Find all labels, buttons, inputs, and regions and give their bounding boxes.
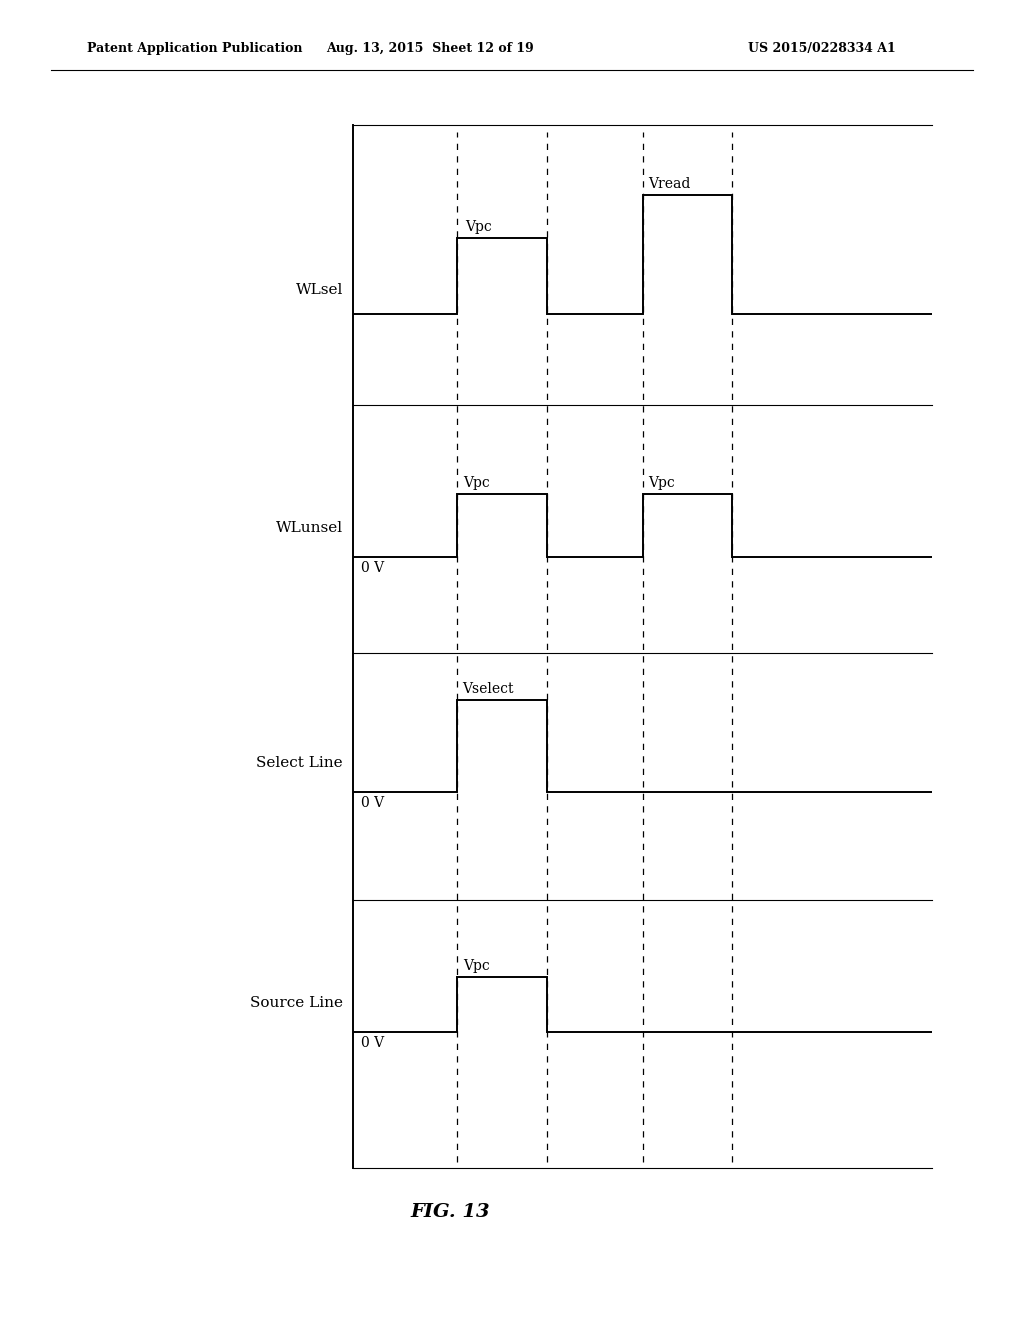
- Text: Select Line: Select Line: [256, 756, 343, 770]
- Text: Source Line: Source Line: [250, 997, 343, 1010]
- Text: 0 V: 0 V: [361, 1036, 385, 1051]
- Text: Vpc: Vpc: [647, 475, 675, 490]
- Text: Vread: Vread: [647, 177, 690, 191]
- Text: Vpc: Vpc: [466, 219, 493, 234]
- Text: US 2015/0228334 A1: US 2015/0228334 A1: [748, 42, 895, 55]
- Text: Vselect: Vselect: [463, 681, 514, 696]
- Text: Aug. 13, 2015  Sheet 12 of 19: Aug. 13, 2015 Sheet 12 of 19: [327, 42, 534, 55]
- Text: WLsel: WLsel: [296, 284, 343, 297]
- Text: FIG. 13: FIG. 13: [411, 1203, 490, 1221]
- Text: WLunsel: WLunsel: [275, 521, 343, 535]
- Text: 0 V: 0 V: [361, 561, 385, 576]
- Text: Vpc: Vpc: [464, 475, 490, 490]
- Text: Vpc: Vpc: [464, 958, 490, 973]
- Text: Patent Application Publication: Patent Application Publication: [87, 42, 302, 55]
- Text: 0 V: 0 V: [361, 796, 385, 810]
